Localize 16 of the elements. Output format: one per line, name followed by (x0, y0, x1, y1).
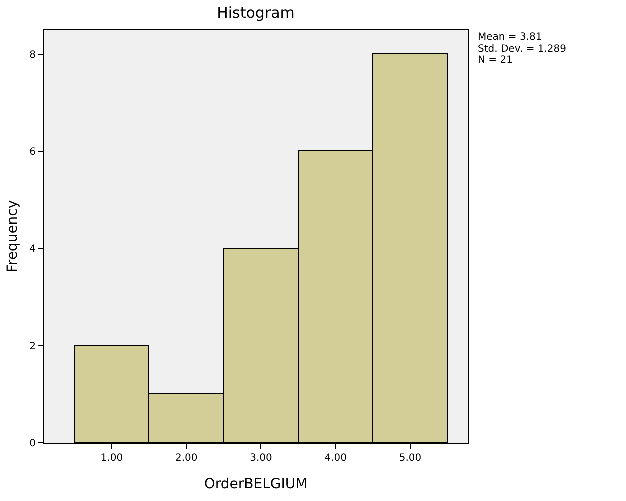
y-axis-title: Frequency (5, 200, 22, 273)
y-tick-label: 8 (30, 50, 36, 61)
y-tick-label: 0 (30, 438, 36, 450)
x-axis-title: OrderBELGIUM (204, 476, 308, 492)
y-tick-label: 4 (30, 244, 36, 256)
x-tick-label: 4.00 (324, 453, 348, 464)
x-tick-label: 2.00 (175, 453, 198, 464)
x-tick-label: 3.00 (250, 453, 272, 464)
y-tick-label: 2 (30, 341, 36, 352)
x-tick-label: 5.00 (399, 453, 422, 464)
chart-title: Histogram (217, 4, 295, 22)
text: Std. Dev. = 1.289 (478, 44, 567, 55)
y-tick-label: 6 (30, 146, 36, 158)
text: Mean = 3.81 (478, 32, 542, 43)
text: N = 21 (478, 55, 513, 66)
x-tick-label: 1.00 (100, 453, 124, 464)
